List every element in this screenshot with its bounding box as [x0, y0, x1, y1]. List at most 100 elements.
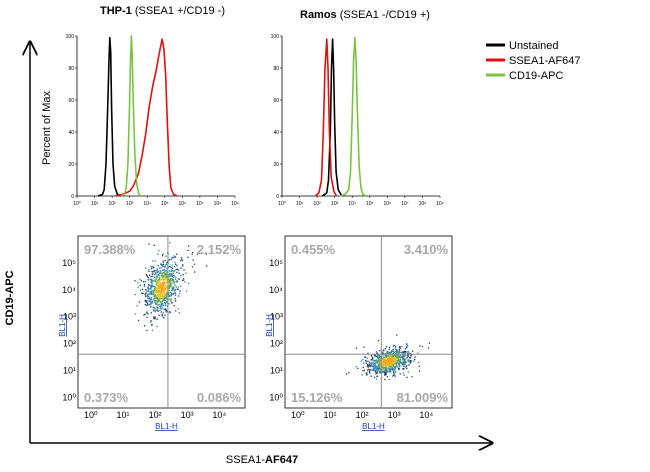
event-point: [159, 272, 161, 275]
event-point: [191, 266, 194, 268]
event-point: [160, 263, 162, 265]
event-point: [393, 373, 395, 375]
event-point: [143, 283, 146, 286]
event-point: [172, 289, 174, 291]
event-point: [394, 369, 396, 371]
event-point: [162, 266, 164, 268]
event-point: [390, 351, 392, 353]
event-point: [403, 355, 405, 358]
event-point: [162, 291, 165, 293]
event-point: [154, 307, 156, 309]
event-point: [137, 281, 139, 284]
event-point: [172, 257, 175, 259]
event-point: [383, 361, 385, 363]
event-point: [151, 280, 153, 283]
event-point: [137, 286, 139, 288]
event-point: [385, 362, 387, 364]
event-point: [157, 307, 159, 309]
event-point: [139, 289, 142, 291]
event-point: [407, 354, 410, 356]
event-point: [409, 357, 411, 359]
event-point: [147, 289, 150, 291]
event-point: [374, 373, 377, 375]
event-point: [381, 367, 383, 369]
event-point: [402, 361, 404, 363]
event-point: [148, 295, 150, 298]
event-point: [382, 360, 384, 362]
event-point: [403, 374, 405, 376]
event-point: [192, 251, 194, 254]
dotplot-frame: [77, 235, 246, 409]
event-point: [165, 272, 168, 274]
event-point: [155, 276, 157, 278]
event-point: [399, 373, 401, 375]
event-point: [180, 285, 182, 288]
event-point: [156, 325, 158, 328]
event-point: [143, 314, 145, 316]
event-point: [171, 270, 173, 272]
quadrant-upper-right: 3.410%: [404, 242, 449, 257]
quadrant-lower-left: 0.373%: [84, 390, 129, 405]
series-ssea1-af647: [115, 38, 178, 197]
dot-ytick-label: 10⁰: [269, 392, 283, 402]
event-point: [172, 271, 174, 273]
event-point: [394, 376, 396, 378]
event-point: [165, 255, 167, 257]
event-point: [153, 276, 156, 278]
event-point: [160, 267, 162, 269]
event-point: [388, 370, 390, 372]
event-point: [150, 285, 152, 287]
event-point: [163, 289, 165, 291]
event-point: [381, 370, 383, 372]
event-point: [366, 372, 368, 374]
event-point: [152, 294, 154, 296]
event-point: [158, 276, 160, 279]
event-point: [363, 346, 365, 348]
event-point: [392, 368, 394, 370]
event-point: [395, 362, 397, 364]
event-point: [162, 312, 164, 314]
event-point: [166, 301, 168, 303]
event-point: [367, 366, 369, 368]
event-point: [166, 273, 168, 276]
event-point: [155, 278, 157, 280]
event-point: [374, 355, 376, 357]
hist-xtick-label: 10⁸: [214, 201, 222, 207]
event-point: [355, 366, 357, 368]
event-point: [399, 355, 401, 357]
event-point: [149, 278, 151, 280]
event-point: [403, 352, 405, 354]
event-point: [397, 362, 399, 364]
event-point: [161, 313, 163, 316]
event-point: [374, 367, 376, 369]
hist-xtick-label: 10⁰: [278, 201, 286, 207]
event-point: [165, 291, 167, 293]
event-point: [399, 354, 402, 356]
event-point: [151, 268, 153, 270]
event-point: [374, 360, 377, 362]
event-point: [409, 362, 412, 364]
hist-xtick-label: 10⁹: [436, 201, 444, 207]
series-cd19-apc: [339, 36, 367, 197]
event-point: [406, 343, 408, 346]
event-point: [140, 280, 142, 282]
event-point: [398, 346, 401, 348]
event-point: [391, 363, 393, 365]
event-point: [418, 365, 420, 367]
hist-xtick-label: 10²: [108, 201, 116, 207]
event-point: [408, 359, 410, 361]
event-point: [153, 301, 155, 303]
event-point: [362, 366, 364, 369]
event-point: [174, 278, 176, 280]
event-point: [168, 276, 170, 278]
event-point: [396, 357, 398, 359]
event-point: [150, 297, 152, 299]
event-point: [399, 347, 402, 349]
event-point: [398, 348, 400, 350]
event-point: [368, 368, 370, 370]
dot-ytick-label: 10²: [270, 339, 283, 349]
event-point: [165, 289, 168, 291]
event-point: [172, 276, 174, 279]
event-point: [389, 365, 391, 367]
event-point: [155, 301, 157, 303]
